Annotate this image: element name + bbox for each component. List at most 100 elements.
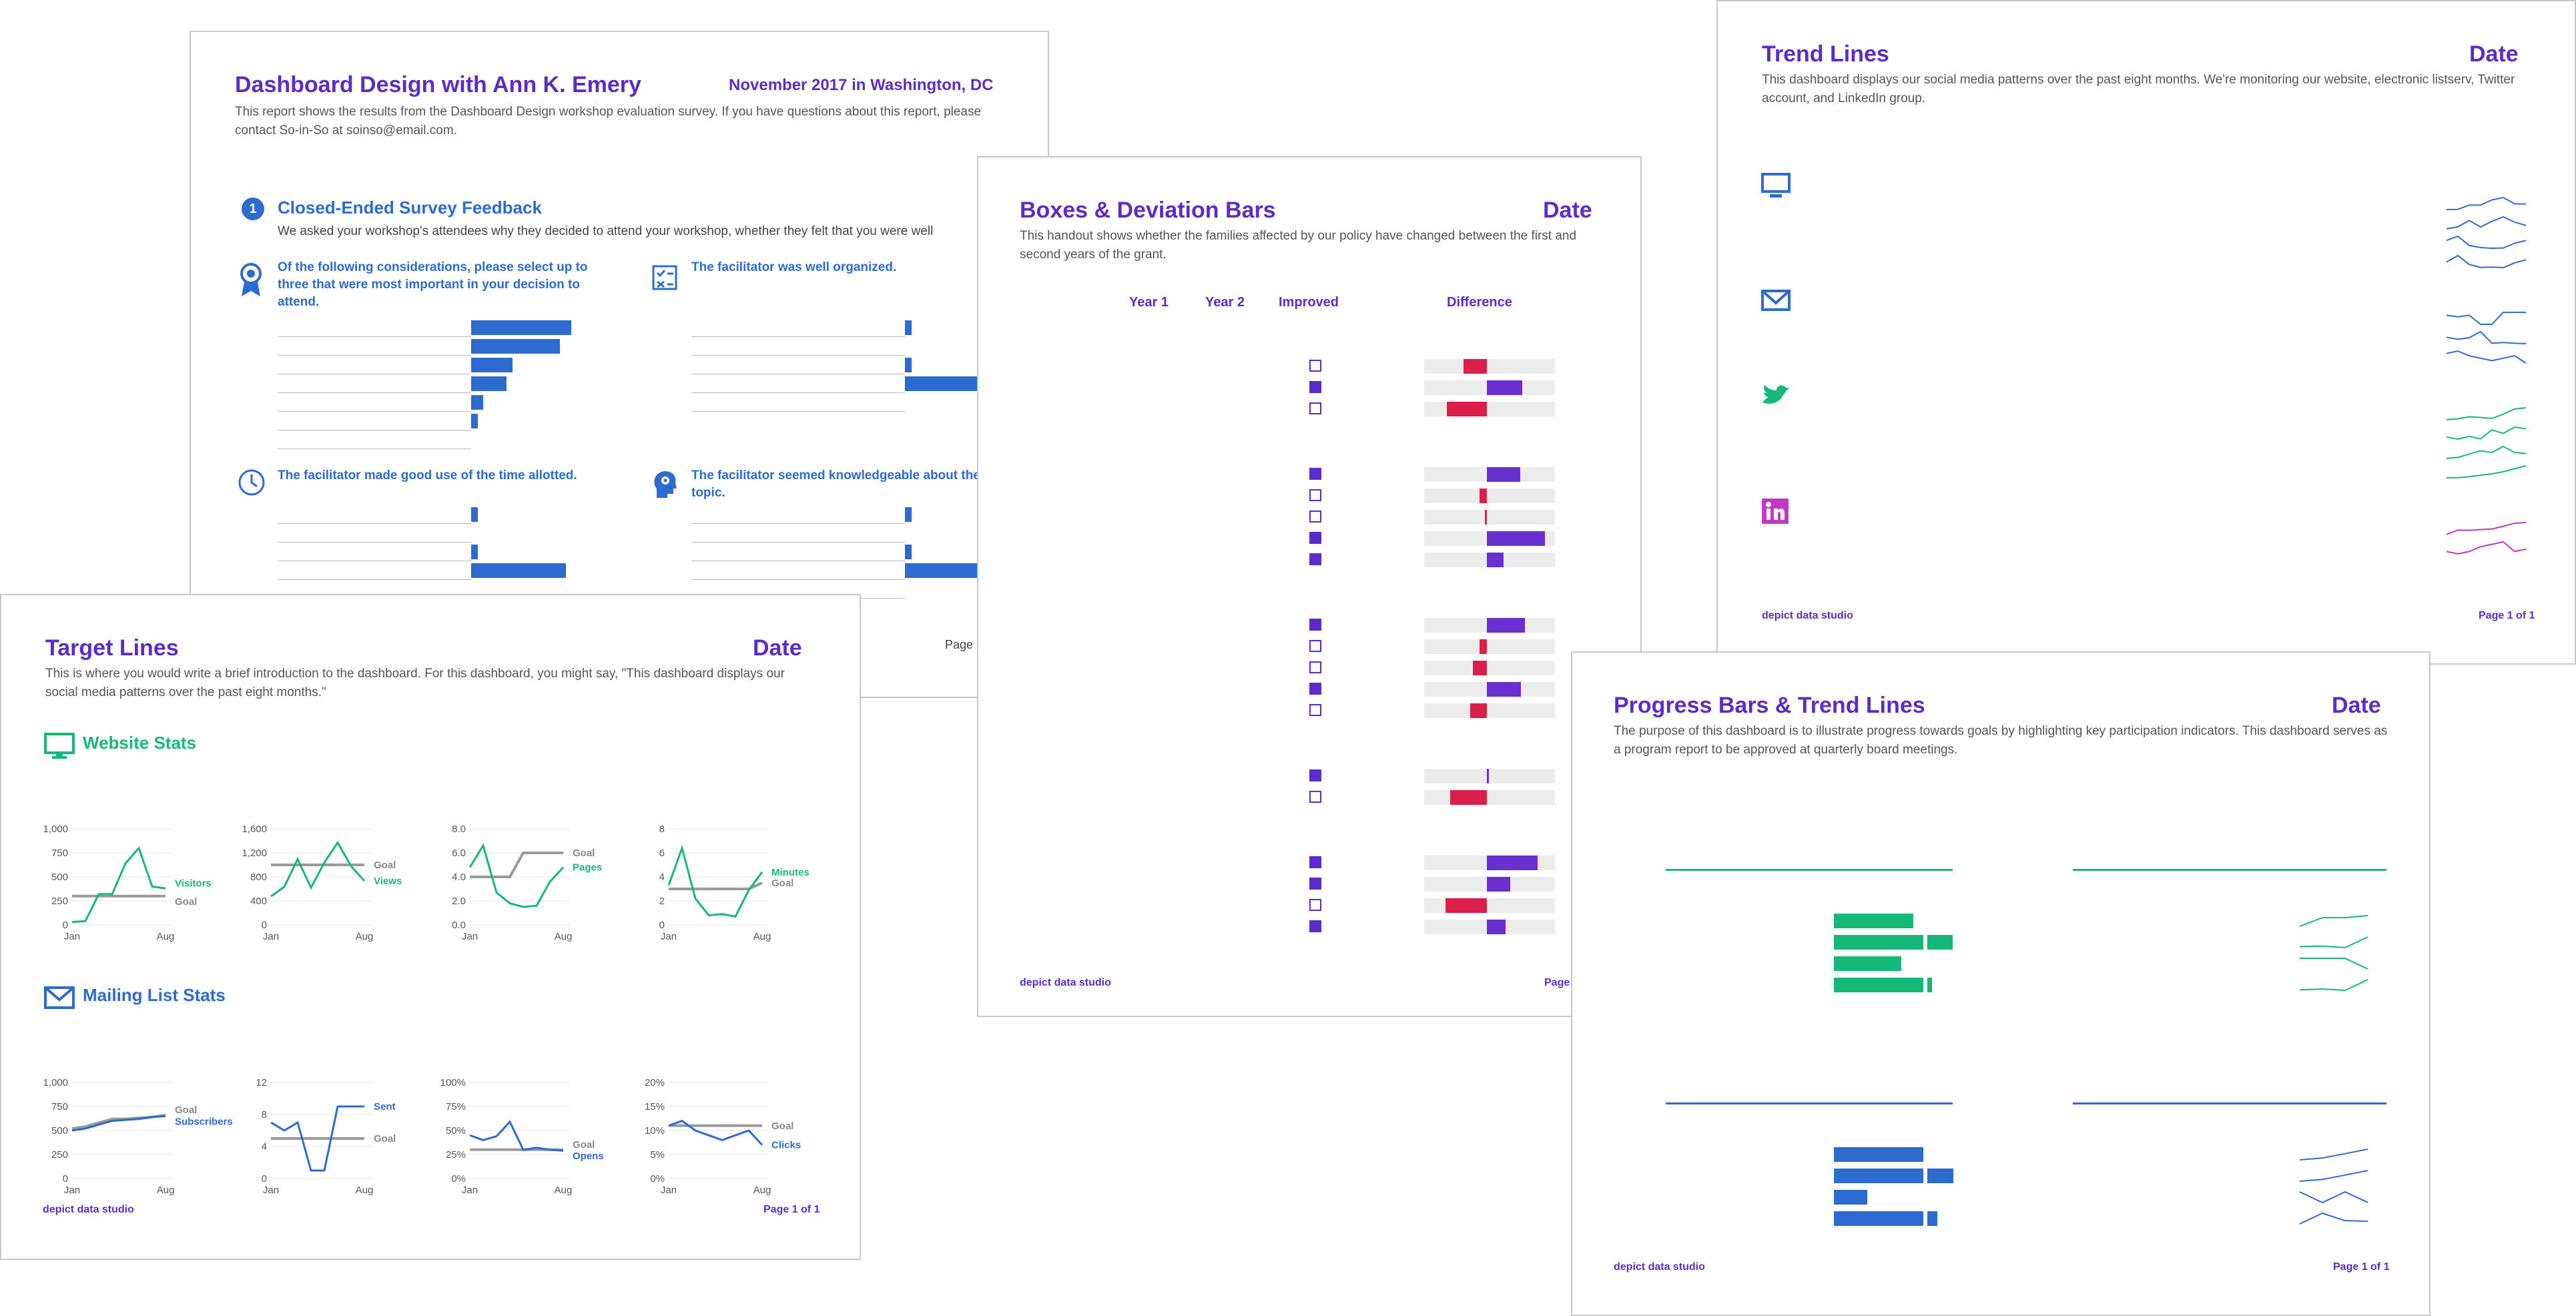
row-divider [691,542,905,543]
sparkline-path [2446,235,2527,250]
percent-bar [905,563,1000,578]
x-tick-label: Aug [356,1185,374,1196]
sparkline [2446,426,2527,440]
page-title: Boxes & Deviation Bars [1020,198,1276,223]
difference-bar [1487,682,1521,697]
data-line [667,844,763,918]
difference-track [1424,769,1555,783]
page-number: Page 1 of 1 [2479,610,2535,621]
difference-track [1424,402,1555,416]
y-tick-label: 250 [51,1149,68,1161]
improved-box [1309,899,1321,911]
sparkline-path [2446,426,2527,440]
improved-box [1309,640,1321,652]
sparkline [2299,936,2368,949]
sparkline-path [2300,958,2368,970]
q4-title: The facilitator seemed knowledgeable abo… [691,468,980,500]
sparkline-path [2446,312,2526,325]
col-year1: Year 1 [1129,295,1169,310]
sparkline-path [2299,1170,2368,1182]
monitor-screen [1761,173,1791,193]
improved-box [1309,878,1321,890]
improved-box [1309,381,1321,393]
x-tick-label: Aug [753,1185,771,1196]
difference-bar [1487,618,1525,633]
progress-bar [1834,978,1923,992]
row-divider [691,579,905,580]
page-intro: This dashboard displays our social media… [1762,73,2515,105]
percent-bar [471,339,560,354]
col-improved: Improved [1279,295,1339,310]
x-tick-label: Jan [462,1185,478,1196]
goal-label: Goal [175,1104,197,1116]
progress-bar-overflow [1927,935,1953,950]
y-tick-label: 0 [262,1173,267,1185]
improved-box [1309,468,1321,480]
sparkline [2446,235,2527,250]
y-tick-label: 100% [440,1077,466,1088]
survey-report-page: Dashboard Design with Ann K. Emery Novem… [190,31,1049,698]
y-tick-label: 500 [51,872,68,883]
percent-bar [471,320,571,335]
historical-title [2073,866,2386,871]
page-intro: The purpose of this dashboard is to illu… [1614,724,2388,757]
y-tick-label: 4.0 [452,872,466,883]
sparkline-path [2446,350,2527,364]
x-tick-label: Aug [555,931,573,942]
goal-label: Goal [573,1139,595,1150]
sparkline-path [2446,541,2527,555]
y-tick-label: 4 [262,1141,267,1153]
y-tick-label: 5% [650,1149,665,1161]
goal-label: Goal [573,848,595,859]
y-tick-label: 750 [51,1101,68,1112]
y-tick-label: 1,000 [43,1077,68,1088]
y-tick-label: 1,600 [242,824,267,835]
difference-track [1424,359,1555,374]
percent-bar [471,414,478,428]
trend-lines-page: Trend Lines Date This dashboard displays… [1716,0,2576,665]
x-tick-label: Aug [753,931,771,942]
goal-line [470,852,563,878]
improved-box [1309,856,1321,868]
historical-title [2073,1100,2386,1104]
improved-box [1309,511,1321,523]
progress-bar-overflow [1927,1211,1937,1226]
progress-bar [1834,1147,1923,1162]
sparkline-path [2446,196,2527,210]
difference-track [1424,703,1555,718]
y-tick-label: 20% [645,1077,665,1088]
checklist-icon [651,264,678,294]
percent-bar [905,320,912,335]
difference-track [1424,639,1555,654]
y-tick-label: 10% [645,1125,665,1136]
difference-bar [1487,380,1523,395]
page-number: Page 1 of 1 [2333,1261,2390,1273]
difference-bar [1487,467,1521,482]
y-tick-label: 6 [659,848,665,859]
col-year2: Year 2 [1205,295,1245,310]
y-tick-label: 15% [645,1101,665,1112]
improved-box [1309,532,1321,544]
y-tick-label: 250 [51,896,68,907]
sparkline-path [2299,936,2368,949]
row-divider [278,355,471,356]
goal-label: Goal [374,1133,396,1144]
section-number-badge: 1 [242,198,264,220]
row-divider [278,448,471,449]
website-stats-title: Website Stats [83,733,197,753]
row-divider [691,523,905,524]
page-title: Progress Bars & Trend Lines [1614,693,1925,718]
series-label: Visitors [175,878,212,889]
bird-shape [1762,385,1790,404]
sparkline [2446,541,2527,555]
improved-box [1309,619,1321,631]
ribbon-icon [238,262,264,301]
y-tick-label: 800 [250,872,267,883]
y-tick-label: 0 [63,920,68,931]
y-tick-label: 75% [446,1101,466,1112]
y-tick-label: 2.0 [452,896,466,907]
line-chart: 0 400 800 1,200 1,600 Jan Aug Views Goal [242,824,402,942]
percent-bar [471,358,513,372]
series-label: Opens [573,1150,604,1162]
y-tick-label: 400 [250,896,267,907]
